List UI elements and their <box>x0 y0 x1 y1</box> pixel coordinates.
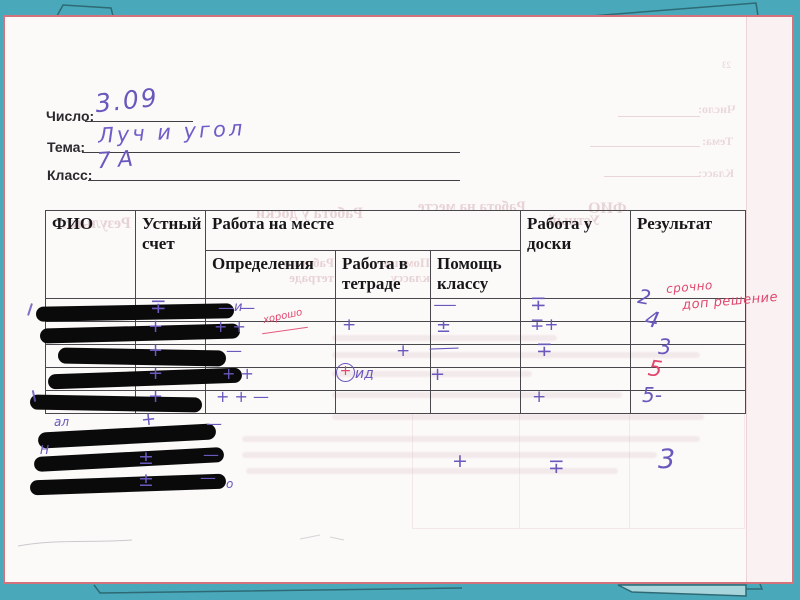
mark-result: 3 <box>658 444 676 475</box>
col-header-notebook: Работа в тетраде <box>335 250 431 299</box>
date-field-label: Число: <box>46 108 95 124</box>
mark-result: 3 <box>658 335 672 359</box>
mark-board: ∓ <box>548 454 565 478</box>
name-pen-hint: ал <box>54 415 70 429</box>
topic-underline <box>82 152 460 153</box>
date-underline <box>85 121 193 122</box>
bleedthrough-grid-line <box>744 413 745 528</box>
sheet-edge-line <box>746 17 747 582</box>
mark-result: 5- <box>642 383 662 407</box>
mark-definitions: + + <box>214 317 246 336</box>
col-header-oral: Устный счет <box>135 210 206 299</box>
sheet-back-margin <box>746 17 791 582</box>
bleedthrough-stripe <box>246 468 618 474</box>
mark-oral: + <box>148 340 164 361</box>
bleedthrough-line <box>618 116 700 117</box>
mark-oral: + <box>139 408 158 431</box>
mark-definitions: — <box>203 445 219 464</box>
bleedthrough-grid-line <box>629 413 630 528</box>
col-header-spot: Работа на месте <box>204 210 522 251</box>
mark-notebook: + <box>342 315 357 335</box>
mark-help: ± <box>436 316 452 337</box>
mark-definitions: + + — <box>216 387 269 406</box>
mark-board: ∓ <box>530 291 547 315</box>
topic-field-label: Тема: <box>47 139 86 155</box>
col-header-help: Помощь классу <box>429 250 522 299</box>
bleedthrough-page-number: 23 <box>722 60 731 70</box>
mark-definitions: + + <box>222 364 254 383</box>
bleedthrough-stripe <box>332 414 704 420</box>
bleedthrough-grid-line <box>412 528 745 529</box>
mark-board: + <box>532 387 547 407</box>
mark-help: — <box>426 337 462 358</box>
mark-definitions: — — <box>218 298 256 317</box>
redacted-name <box>57 347 227 367</box>
bleedthrough-text: Число: <box>698 102 736 116</box>
bleedthrough-line <box>604 176 700 177</box>
handwritten-class: 7 А <box>96 146 134 175</box>
mark-help: — <box>433 295 457 314</box>
col-header-fio: ФИО <box>45 210 136 299</box>
mark-definitions: — <box>200 468 216 487</box>
bleedthrough-grid-line <box>412 413 413 528</box>
handwritten-date: 3.09 <box>93 82 161 119</box>
class-field-label: Класс: <box>47 167 93 183</box>
name-pen-hint: Н <box>40 443 50 457</box>
mark-board: ∓+ <box>530 315 559 335</box>
mark-board: ∓ <box>536 337 553 361</box>
mark-notebook-note: ид <box>355 366 374 382</box>
mark-help: + <box>452 450 468 472</box>
class-underline <box>88 180 460 181</box>
bleedthrough-text: Тема: <box>702 134 733 148</box>
mark-definitions: — <box>226 341 242 360</box>
bleedthrough-stripe <box>242 452 657 458</box>
col-header-definitions: Определения <box>205 250 336 299</box>
mark-oral: + <box>148 363 164 384</box>
bleedthrough-stripe <box>242 436 700 442</box>
col-header-result: Результат <box>630 210 747 299</box>
name-pen-hint: и <box>234 300 243 315</box>
mark-oral: ± <box>138 447 154 469</box>
mark-oral: + <box>148 386 164 407</box>
mark-notebook-circled-plus: + <box>336 363 355 382</box>
mark-oral: ∓ <box>150 294 167 318</box>
col-header-board: Работа у доски <box>520 210 632 299</box>
bleedthrough-line <box>590 146 700 147</box>
redacted-name <box>29 394 203 413</box>
mark-definitions: — <box>206 414 222 433</box>
bleedthrough-grid-line <box>519 413 520 528</box>
mark-oral: + <box>148 316 164 337</box>
bleedthrough-text: Класс: <box>698 166 735 180</box>
mark-notebook: + <box>396 341 411 361</box>
name-pen-hint: о <box>226 477 234 491</box>
mark-oral: ± <box>138 469 154 491</box>
mark-help: + <box>430 364 446 385</box>
